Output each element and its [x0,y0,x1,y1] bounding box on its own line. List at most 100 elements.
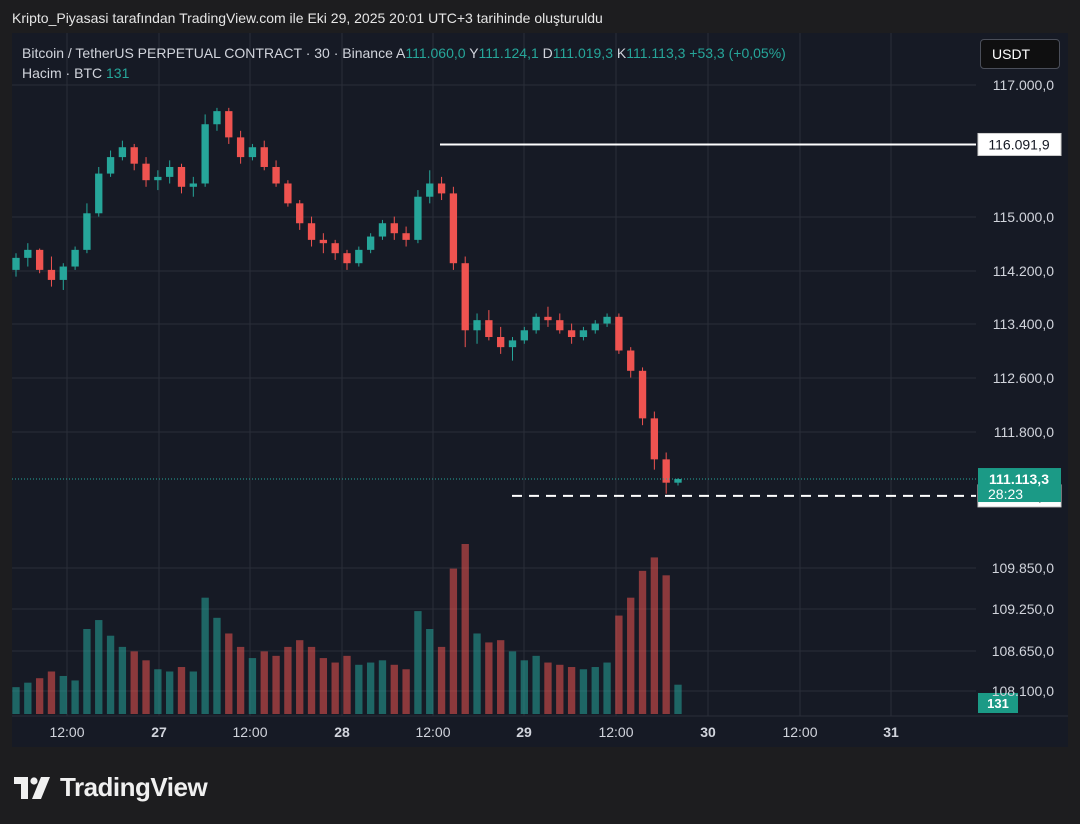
volume-bar [544,662,552,714]
legend-symbol: Bitcoin / TetherUS PERPETUAL CONTRACT · … [22,45,393,61]
volume-bar [461,544,469,714]
last-volume-label-bg [978,693,1018,713]
tradingview-wordmark: TradingView [60,772,208,802]
volume-bar [390,664,398,714]
candle-body [567,330,576,338]
candle-body [591,323,599,331]
volume-bar [497,640,505,714]
legend-close: 111.113,3 [626,45,686,61]
candle-body [544,316,552,321]
volume-bar [71,680,79,714]
volume-bar [437,646,446,714]
candle-body [35,249,44,270]
candle-body [71,249,79,267]
candle-body [225,111,233,138]
volume-bar [260,651,268,714]
legend-low-label: D [542,45,553,61]
volume-bar [567,667,576,714]
candle-body [189,183,197,187]
volume-bar [331,662,339,714]
volume-bar [603,662,611,714]
x-tick-label: 12:00 [782,724,817,740]
tradingview-brand[interactable]: TradingView [14,772,208,803]
candle-body [520,330,528,341]
candle-body [473,320,481,331]
currency-button[interactable]: USDT [980,39,1060,69]
legend-row-ohlc: Bitcoin / TetherUS PERPETUAL CONTRACT · … [22,45,786,61]
volume-bar [650,557,659,714]
volume-bar [59,675,67,714]
volume-bar [95,620,103,714]
candle-body [402,233,410,240]
last-volume-label: 131 [987,696,1009,711]
volume-bar [154,669,162,714]
volume-bar [378,660,387,714]
volume-bar [319,658,328,714]
candle-body [603,316,611,324]
candle-body [449,193,458,264]
x-tick-label: 12:00 [232,724,267,740]
tradingview-logo-icon [14,776,50,799]
volume-bar [284,646,292,714]
volume-bar [674,684,682,714]
candle-body [437,183,446,194]
candle-body [627,350,635,371]
candle-body [272,166,280,184]
x-tick-label: 31 [883,724,899,740]
candle-body [296,203,304,224]
volume-bar [638,570,647,714]
candle-body [461,263,469,331]
legend-volume-value: 131 [106,65,130,81]
candle-body [674,479,682,483]
legend-open: 111.060,0 [405,45,466,61]
volume-bar [473,633,481,714]
volume-bar [556,664,564,714]
candle-body [106,157,115,174]
y-tick-label: 117.000,0 [993,77,1054,93]
candle-body [532,316,540,331]
legend-low: 111.019,3 [552,45,613,61]
x-tick-label: 12:00 [49,724,84,740]
candle-body [331,243,339,254]
last-price-label-bg [978,468,1061,503]
volume-bar [366,662,375,714]
volume-bar [142,660,150,714]
volume-bar [532,655,540,714]
candle-body [319,239,328,244]
candle-body [47,269,56,280]
y-tick-label: 113.400,0 [993,316,1054,332]
candle-body [307,223,316,240]
volume-bar [520,660,528,714]
candle-body [248,147,257,158]
candle-body [83,213,91,250]
candle-body [497,337,505,348]
volume-bar [627,597,635,714]
candle-body [556,320,564,331]
volume-bar [12,687,20,714]
candle-body [213,111,221,125]
candle-body [142,163,150,181]
volume-bar [426,629,434,714]
volume-bar [166,671,174,714]
candle-body [95,173,103,214]
volume-bar [106,635,115,714]
x-tick-label: 12:00 [598,724,633,740]
candle-body [485,320,493,338]
candle-body [426,183,434,197]
volume-bar [83,629,91,714]
legend-volume-label: Hacim · BTC [22,65,103,81]
volume-bar [355,664,363,714]
grid [12,33,1068,717]
volume-bar [248,658,257,714]
volume-bar [591,667,599,714]
candle-body [166,166,174,177]
candle-body [638,370,647,419]
x-tick-label: 28 [334,724,350,740]
volume-bar [236,646,245,714]
x-tick-label: 12:00 [415,724,450,740]
candle-body [508,340,517,348]
x-tick-label: 30 [700,724,716,740]
